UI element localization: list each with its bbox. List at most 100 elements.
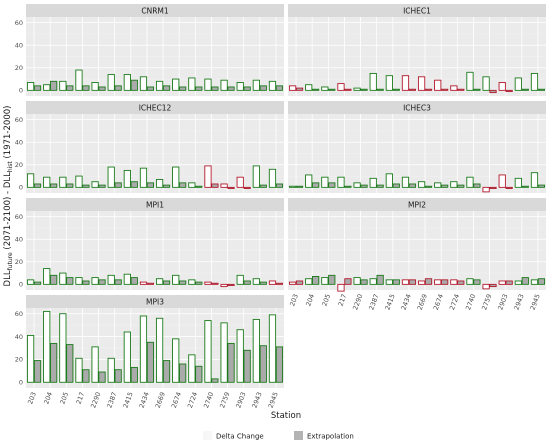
bar-delta-change [91, 82, 99, 91]
bar-delta-change [369, 177, 377, 188]
bar-extrapolation [195, 86, 203, 91]
bar-delta-change [43, 310, 51, 383]
bar-delta-change [155, 317, 164, 383]
bar-extrapolation [50, 342, 58, 383]
bar-delta-change [75, 175, 83, 188]
bar-extrapolation [537, 278, 546, 285]
panel-strip [288, 198, 546, 211]
bar-delta-change [385, 279, 393, 285]
bar-extrapolation [408, 88, 417, 91]
bar-extrapolation [227, 86, 235, 91]
x-tick-label: 2387 [367, 293, 380, 311]
bar-delta-change [417, 280, 426, 285]
bar-delta-change [450, 279, 458, 285]
bar-delta-change [91, 277, 99, 285]
bar-extrapolation [259, 184, 267, 188]
bar-extrapolation [376, 274, 384, 285]
bar-delta-change [466, 71, 474, 91]
bar-delta-change [288, 185, 297, 188]
legend-key [203, 431, 212, 440]
bar-extrapolation [376, 88, 384, 91]
panel-ichec1: ICHEC1 [288, 4, 546, 96]
bar-delta-change [353, 277, 361, 285]
bar-delta-change [514, 280, 522, 285]
bar-delta-change [236, 82, 244, 91]
x-tick-label: 2943 [513, 293, 526, 311]
bar-extrapolation [195, 365, 203, 383]
x-tick-label: 2903 [496, 293, 509, 311]
bar-delta-change [498, 82, 506, 91]
panel-title: CNRM1 [141, 7, 169, 16]
bar-extrapolation [441, 184, 449, 188]
bar-extrapolation [211, 378, 219, 383]
bar-delta-change [417, 76, 426, 91]
bar-delta-change [353, 87, 361, 91]
y-tick-label: 20 [15, 258, 23, 266]
panel-mpi1: MPI1 0 20 40 60 [15, 198, 284, 290]
bar-delta-change [236, 329, 244, 383]
bar-extrapolation [328, 88, 336, 91]
panel-title: MPI2 [408, 201, 426, 210]
bar-extrapolation [489, 283, 497, 288]
bar-extrapolation [162, 360, 171, 383]
bar-extrapolation [243, 280, 251, 285]
bar-delta-change [417, 181, 426, 188]
bar-extrapolation [457, 88, 465, 91]
bar-extrapolation [275, 346, 284, 383]
bar-delta-change [59, 313, 67, 383]
bar-delta-change [353, 182, 361, 188]
panel-ichec12: ICHEC12 0 20 40 60 [15, 101, 284, 193]
legend-label: Extrapolation [307, 433, 354, 441]
x-tick-label: 204 [304, 293, 316, 307]
bar-extrapolation [114, 369, 122, 383]
bar-delta-change [268, 280, 277, 285]
bar-delta-change [188, 279, 196, 285]
bar-delta-change [268, 80, 277, 91]
bar-delta-change [434, 182, 442, 188]
bar-extrapolation [376, 184, 384, 188]
y-tick-label: 20 [15, 64, 23, 72]
bar-delta-change [268, 314, 277, 383]
bar-extrapolation [473, 88, 481, 91]
bar-extrapolation [146, 341, 155, 383]
bar-delta-change [91, 346, 99, 383]
bar-extrapolation [392, 279, 400, 285]
bar-delta-change [155, 179, 164, 188]
bar-extrapolation [473, 279, 481, 285]
bar-extrapolation [33, 281, 42, 285]
y-axis-title-part: (2071-2100) - DLL [3, 172, 13, 252]
bar-extrapolation [408, 279, 417, 285]
bar-extrapolation [521, 277, 529, 285]
bar-delta-change [514, 177, 522, 188]
bar-delta-change [482, 283, 490, 290]
legend-label: Delta Change [216, 433, 264, 441]
bar-extrapolation [259, 345, 267, 383]
x-tick-label: 2415 [384, 293, 397, 311]
bar-extrapolation [295, 280, 304, 285]
bar-extrapolation [521, 185, 529, 188]
bar-delta-change [59, 80, 67, 91]
bar-delta-change [204, 78, 212, 91]
bar-extrapolation [392, 88, 400, 91]
panel-strip [26, 295, 284, 308]
bar-delta-change [26, 82, 35, 91]
panel-ichec3: ICHEC3 [288, 101, 546, 193]
bar-extrapolation [33, 183, 42, 188]
bar-extrapolation [275, 183, 284, 188]
bar-extrapolation [130, 181, 138, 188]
bar-extrapolation [146, 86, 155, 91]
bar-delta-change [43, 268, 51, 285]
bar-delta-change [26, 279, 35, 285]
x-tick-label: 2415 [122, 391, 135, 409]
bar-extrapolation [457, 184, 465, 188]
bar-delta-change [236, 274, 244, 285]
bar-delta-change [288, 281, 297, 285]
bar-delta-change [139, 281, 148, 285]
panel-title: MPI1 [146, 201, 164, 210]
x-tick-label: 2945 [267, 391, 280, 409]
bar-extrapolation [162, 184, 171, 188]
x-tick-label: 2740 [202, 391, 215, 409]
bar-extrapolation [505, 89, 513, 92]
legend-key [294, 431, 303, 440]
